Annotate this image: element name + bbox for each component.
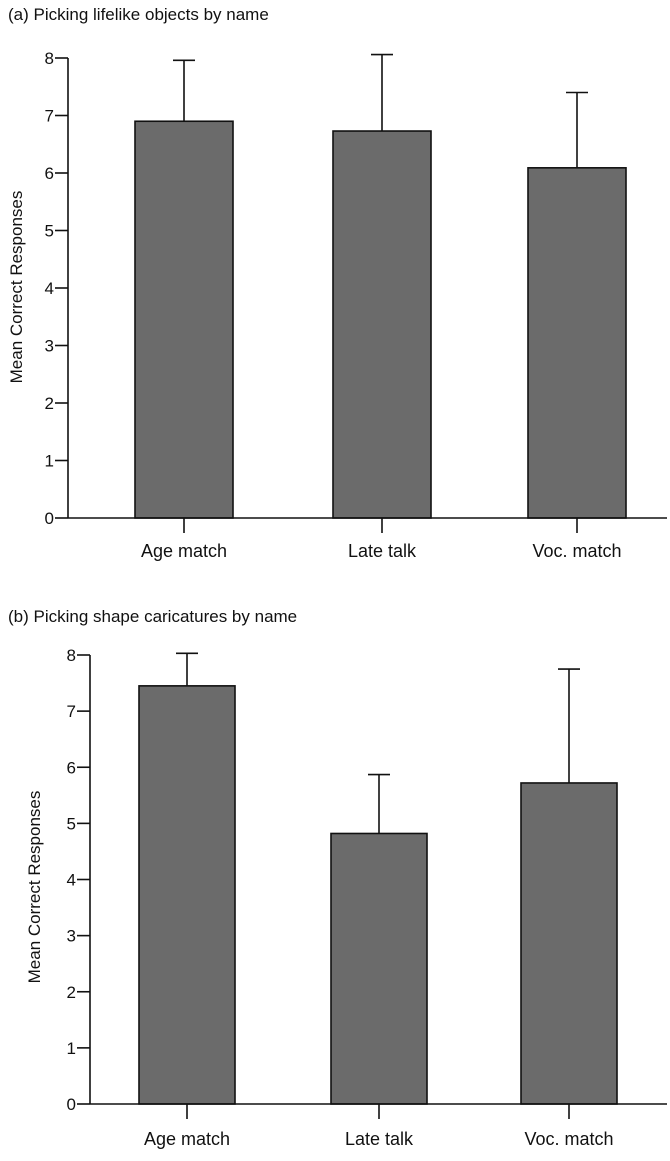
x-tick-marks xyxy=(183,518,578,533)
chart-panel-b: (b) Picking shape caricatures by name Me… xyxy=(8,607,667,1149)
y-tick-label: 7 xyxy=(67,702,76,721)
y-tick-labels: 0 1 2 3 4 5 6 7 8 xyxy=(67,646,90,1114)
bar xyxy=(520,782,618,1105)
x-tick-label: Late talk xyxy=(345,1129,414,1149)
y-tick-label: 6 xyxy=(67,758,76,777)
y-tick-label: 4 xyxy=(45,279,54,298)
x-tick-label: Age match xyxy=(141,541,227,561)
error-bars xyxy=(173,53,588,168)
y-tick-label: 5 xyxy=(67,814,76,833)
y-tick-label: 2 xyxy=(67,983,76,1002)
y-tick-label: 3 xyxy=(45,337,54,356)
y-axis-label: Mean Correct Responses xyxy=(7,191,26,384)
y-tick-label: 2 xyxy=(45,394,54,413)
bar xyxy=(134,120,234,519)
chart-panel-a: (a) Picking lifelike objects by name Mea… xyxy=(7,5,667,561)
y-tick-label: 0 xyxy=(67,1095,76,1114)
x-tick-label: Age match xyxy=(144,1129,230,1149)
y-tick-label: 7 xyxy=(45,107,54,126)
x-tick-labels: Age match Late talk Voc. match xyxy=(144,1129,614,1149)
bar xyxy=(332,130,432,519)
bars xyxy=(138,685,618,1105)
y-tick-label: 3 xyxy=(67,927,76,946)
bars xyxy=(134,120,627,519)
x-tick-labels: Age match Late talk Voc. match xyxy=(141,541,622,561)
bar xyxy=(527,167,627,519)
y-tick-label: 5 xyxy=(45,222,54,241)
y-tick-label: 6 xyxy=(45,164,54,183)
chart-title: (b) Picking shape caricatures by name xyxy=(8,607,297,626)
y-tick-label: 4 xyxy=(67,871,76,890)
y-tick-label: 1 xyxy=(67,1039,76,1058)
chart-title: (a) Picking lifelike objects by name xyxy=(8,5,269,24)
x-tick-label: Late talk xyxy=(348,541,417,561)
x-tick-marks xyxy=(186,1104,570,1119)
y-tick-label: 8 xyxy=(67,646,76,665)
x-tick-label: Voc. match xyxy=(524,1129,613,1149)
error-bars xyxy=(176,652,580,834)
y-tick-label: 0 xyxy=(45,509,54,528)
y-tick-labels: 0 1 2 3 4 5 6 7 8 xyxy=(45,49,68,528)
y-tick-label: 1 xyxy=(45,452,54,471)
y-axis-label: Mean Correct Responses xyxy=(25,791,44,984)
y-tick-label: 8 xyxy=(45,49,54,68)
bar xyxy=(138,685,236,1105)
bar xyxy=(330,832,428,1105)
x-tick-label: Voc. match xyxy=(532,541,621,561)
